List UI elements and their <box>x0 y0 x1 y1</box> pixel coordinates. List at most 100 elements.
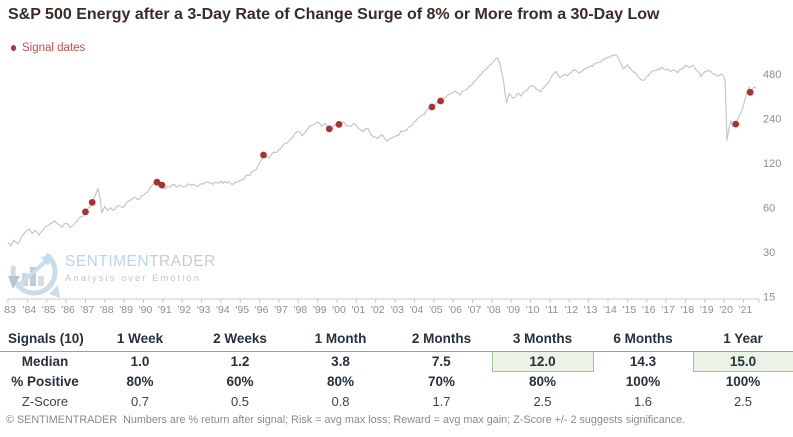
y-tick-label: 480 <box>763 69 781 81</box>
table-cell: 2.5 <box>533 394 552 409</box>
table-column-header: 3 Months <box>492 326 593 352</box>
x-tick-label: '20 <box>719 304 733 316</box>
page-title: S&P 500 Energy after a 3-Day Rate of Cha… <box>8 6 660 23</box>
x-tick-label: '84 <box>23 304 37 316</box>
x-tick-label: '08 <box>487 304 501 316</box>
x-tick-label: '93 <box>197 304 211 316</box>
table-row-label: % Positive <box>11 374 79 389</box>
table-cell: 0.7 <box>130 394 150 409</box>
signal-dot <box>746 88 754 96</box>
y-tick-label: 60 <box>763 203 775 215</box>
x-tick-label: '06 <box>448 304 462 316</box>
table-row: Median 1.0 1.2 3.8 7.5 12.0 14.3 15.0 <box>0 351 793 372</box>
table-row: % Positive 80% 60% 80% 70% 80% 100% 100% <box>0 372 793 392</box>
x-tick-label: '15 <box>622 304 636 316</box>
table-header-row: Signals (10) 1 Week 2 Weeks 1 Month 2 Months… <box>0 326 793 352</box>
table-cell: 1.0 <box>130 354 150 370</box>
x-tick-label: '17 <box>661 304 675 316</box>
x-tick-label: '07 <box>468 304 482 316</box>
watermark-text: SENTIMENTRADER Analysis over Emotion <box>65 254 216 301</box>
x-tick-label: '05 <box>429 304 443 316</box>
table-cell: 80% <box>326 374 355 389</box>
footnote: © SENTIMENTRADER Numbers are % return af… <box>6 414 686 426</box>
table-cell: 100% <box>625 374 661 389</box>
signal-dot <box>732 120 740 128</box>
table-cell: 1.2 <box>230 354 250 370</box>
x-tick-label: '98 <box>293 304 307 316</box>
table-cell: 1.7 <box>432 394 451 409</box>
x-tick-label: '85 <box>42 304 56 316</box>
x-tick-label: 83 <box>4 304 16 316</box>
table-cell: 0.8 <box>331 394 350 409</box>
table-row-label: Median <box>21 354 69 370</box>
table-cell: 80% <box>126 374 154 389</box>
x-tick-label: '92 <box>177 304 191 316</box>
table-column-header: 2 Weeks <box>190 326 290 352</box>
sentimentrader-logo-icon <box>8 248 60 298</box>
table-column-header: 2 Months <box>391 326 492 352</box>
x-tick-label: '00 <box>332 304 346 316</box>
table-column-header: 1 Month <box>290 326 391 352</box>
legend-label: Signal dates <box>22 42 86 54</box>
x-tick-label: '96 <box>255 304 269 316</box>
x-tick-label: '97 <box>274 304 288 316</box>
x-tick-label: '02 <box>371 304 385 316</box>
x-tick-label: '16 <box>642 304 656 316</box>
table-row-label: Z-Score <box>21 394 69 409</box>
table-corner-label: Signals (10) <box>0 326 90 352</box>
signal-dot <box>325 125 333 133</box>
watermark-tagline: Analysis over Emotion <box>65 272 201 284</box>
x-tick-label: '89 <box>119 304 133 316</box>
signal-dot-icon <box>11 45 16 51</box>
table-cell: 1.6 <box>633 394 653 409</box>
table-cell-highlighted: 15.0 <box>692 351 793 372</box>
table-cell: 7.5 <box>431 354 451 370</box>
y-tick-label: 120 <box>763 158 781 170</box>
table-row: Z-Score 0.7 0.5 0.8 1.7 2.5 1.6 2.5 <box>0 392 793 412</box>
signal-dot <box>335 121 343 128</box>
table-column-header: 1 Year <box>693 326 793 352</box>
signals-table-body: Median 1.0 1.2 3.8 7.5 12.0 14.3 15.0 % Positive… <box>0 351 793 412</box>
table-cell: 14.3 <box>629 354 657 370</box>
y-tick-label: 15 <box>763 292 775 304</box>
x-tick-label: '14 <box>603 304 617 316</box>
x-tick-label: '01 <box>352 304 366 316</box>
x-tick-label: '94 <box>216 304 230 316</box>
x-tick-label: '86 <box>61 304 75 316</box>
table-cell: 70% <box>427 374 456 389</box>
watermark: SENTIMENTRADER Analysis over Emotion <box>8 243 216 301</box>
x-tick-label: '03 <box>390 304 404 316</box>
x-tick-label: '99 <box>313 304 327 316</box>
x-tick-label: '13 <box>584 304 598 316</box>
x-tick-label: '09 <box>506 304 520 316</box>
signal-dots <box>82 88 754 216</box>
table-cell: 60% <box>226 374 254 389</box>
watermark-brand: SENTIMENTRADER <box>65 253 216 270</box>
x-tick-label: '90 <box>139 304 153 316</box>
signal-dot <box>428 103 436 111</box>
table-cell-highlighted: 12.0 <box>491 351 594 372</box>
table-cell: 2.5 <box>733 394 753 409</box>
x-tick-label: '12 <box>564 304 578 316</box>
x-tick-label: '21 <box>739 304 753 316</box>
chart-legend: Signal dates <box>11 42 85 54</box>
signal-dot <box>260 151 267 159</box>
y-tick-label: 30 <box>763 247 775 259</box>
signals-table: Signals (10) 1 Week 2 Weeks 1 Month 2 Months… <box>0 326 793 412</box>
x-tick-label: '91 <box>158 304 172 316</box>
signals-table-head: Signals (10) 1 Week 2 Weeks 1 Month 2 Months… <box>0 326 793 352</box>
table-cell: 100% <box>725 374 761 390</box>
x-tick-label: '11 <box>545 304 558 316</box>
y-tick-label: 240 <box>763 114 781 126</box>
x-tick-label: '18 <box>681 304 695 316</box>
table-cell: 3.8 <box>331 354 350 370</box>
table-column-header: 1 Week <box>90 326 190 352</box>
signal-dot <box>153 178 161 186</box>
signal-dot <box>88 199 96 206</box>
x-tick-label: '95 <box>235 304 249 316</box>
x-tick-label: '19 <box>700 304 714 316</box>
x-tick-label: '10 <box>526 304 540 316</box>
table-cell: 0.5 <box>230 394 250 409</box>
signal-dot <box>437 97 444 105</box>
